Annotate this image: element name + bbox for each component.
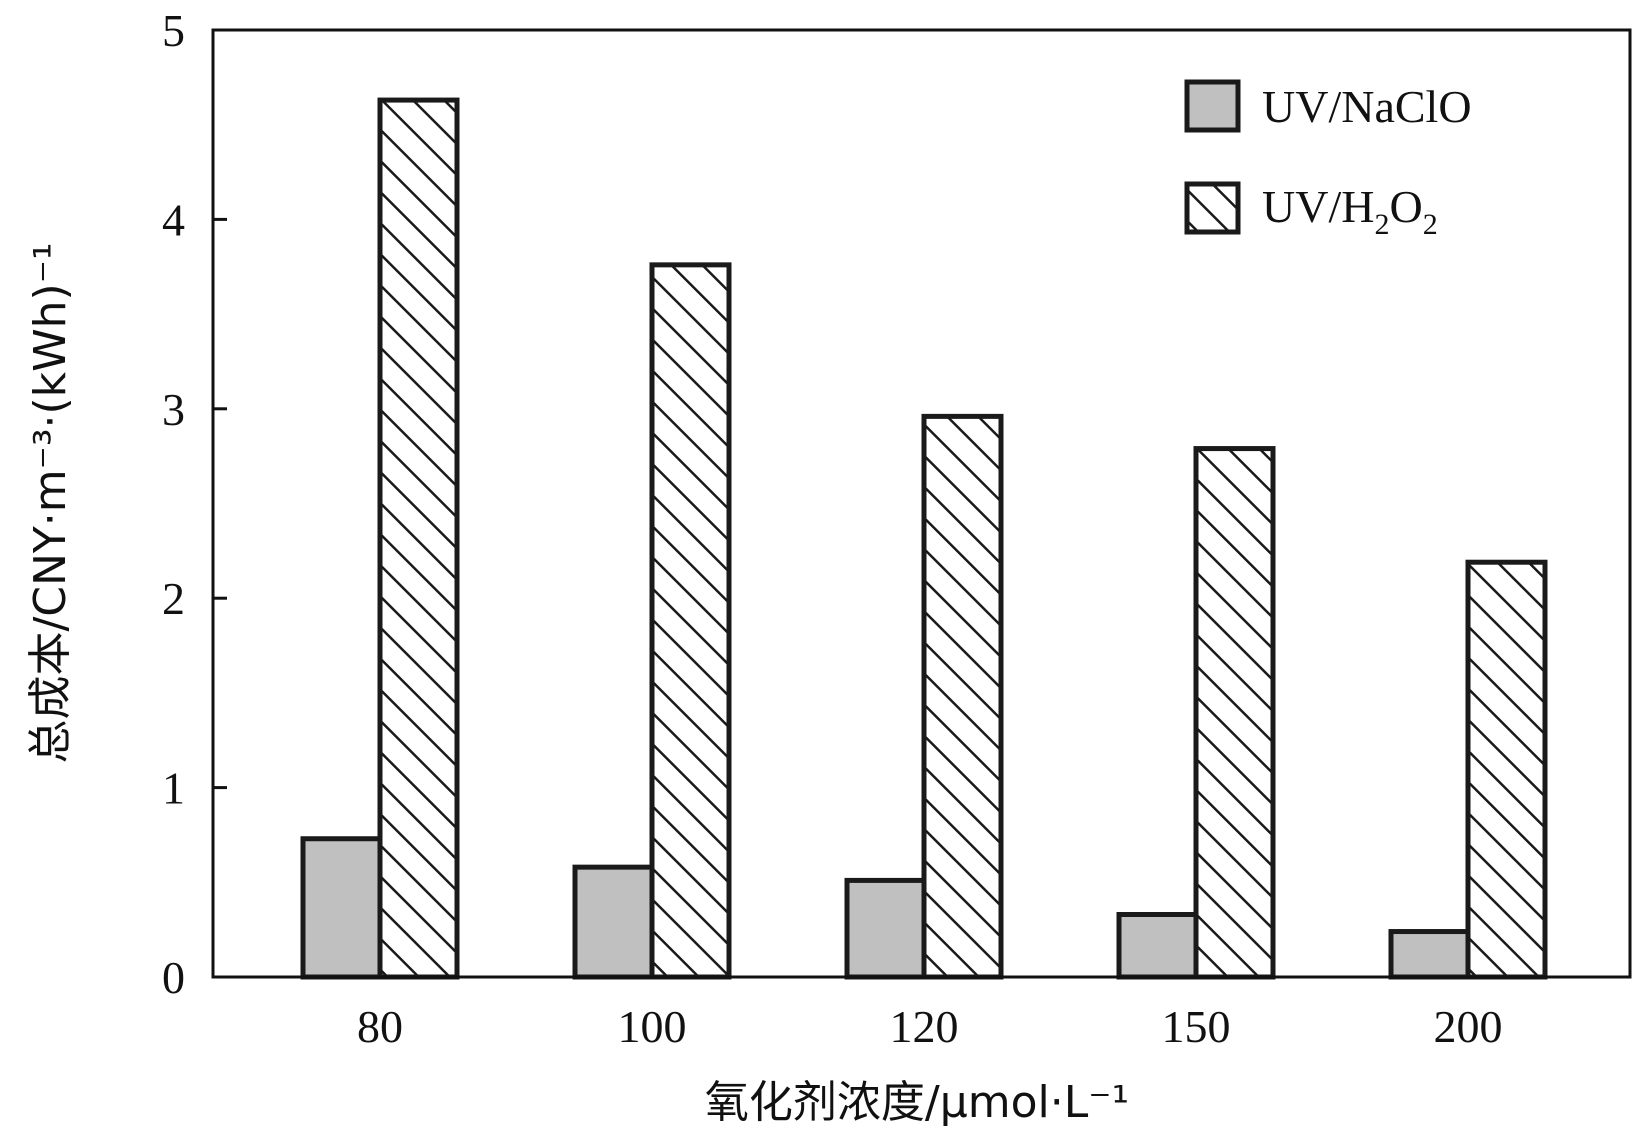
legend-swatch-uv-h2o2 xyxy=(1184,181,1241,235)
y-tick-label-1: 1 xyxy=(162,763,185,814)
y-tick-label-3: 3 xyxy=(162,384,185,435)
y-axis-title: 总成本/CNY·m⁻³·(kWh)⁻¹ xyxy=(25,242,76,763)
y-tick-label-0: 0 xyxy=(162,952,185,1003)
bar-uv-naclo-120 xyxy=(844,877,927,980)
bar-uv-h2o2-200 xyxy=(1465,559,1548,980)
legend: UV/NaClO UV/H2O2 xyxy=(1184,79,1472,241)
x-tick-label-80: 80 xyxy=(357,1001,403,1052)
bar-uv-naclo-150 xyxy=(1116,911,1199,980)
bar-uv-h2o2-120 xyxy=(921,413,1004,980)
bar-uv-naclo-80 xyxy=(300,836,383,980)
x-tick-label-200: 200 xyxy=(1434,1001,1503,1052)
bars-group xyxy=(300,97,1548,980)
y-tick-label-5: 5 xyxy=(162,5,185,56)
bar-uv-h2o2-100 xyxy=(649,262,732,980)
legend-swatch-uv-naclo xyxy=(1184,79,1241,133)
bar-uv-naclo-200 xyxy=(1388,929,1471,980)
y-tick-label-2: 2 xyxy=(162,573,185,624)
legend-label-uv-h2o2: UV/H2O2 xyxy=(1262,181,1438,241)
x-axis-title: 氧化剂浓度/μmol·L⁻¹ xyxy=(705,1077,1129,1128)
x-tick-label-100: 100 xyxy=(618,1001,687,1052)
y-axis: 0 1 2 3 4 5 xyxy=(162,5,227,1003)
legend-label-uv-naclo: UV/NaClO xyxy=(1262,81,1472,132)
x-axis: 80 100 120 150 200 xyxy=(357,1001,1503,1052)
x-tick-label-150: 150 xyxy=(1162,1001,1231,1052)
bar-uv-h2o2-150 xyxy=(1193,446,1276,980)
y-tick-label-4: 4 xyxy=(162,194,185,245)
x-tick-label-120: 120 xyxy=(890,1001,959,1052)
bar-uv-h2o2-80 xyxy=(377,97,460,980)
plot-frame xyxy=(211,28,1632,979)
bar-uv-naclo-100 xyxy=(572,864,655,980)
